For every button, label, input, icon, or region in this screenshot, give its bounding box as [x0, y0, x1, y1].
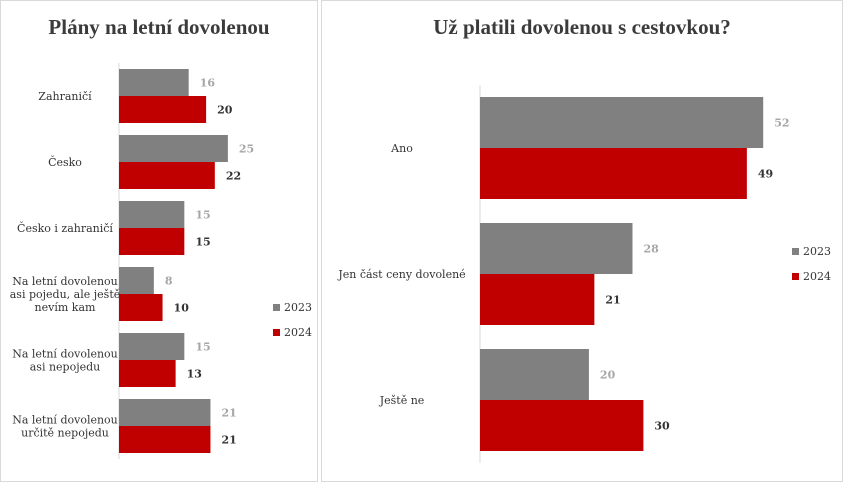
legend-label-2024: 2024 [284, 326, 312, 339]
legend-label-2023: 2023 [803, 245, 831, 258]
bar-2023 [480, 97, 764, 148]
data-label-2024: 30 [654, 420, 670, 433]
legend-swatch-2023 [273, 304, 280, 311]
legend-swatch-2024 [273, 329, 280, 336]
legend-swatch-2023 [792, 248, 799, 255]
chart-plany-svg: 16 20 Zahraničí 25 22 Česko 15 15 Česko i zahran… [10, 63, 312, 459]
data-label-2023: 16 [200, 77, 216, 90]
bar-2023 [119, 333, 185, 360]
bar-2023 [480, 349, 589, 400]
bar-2024 [119, 228, 185, 255]
bar-2024 [480, 274, 595, 325]
bar-2024 [119, 360, 176, 387]
chart-cestovka-svg: 52 49 Ano 28 21 Jen část ceny dovolené 20 30 Ješ… [337, 85, 831, 463]
bar-2024 [480, 400, 644, 451]
data-label-2023: 25 [239, 143, 254, 156]
bar-2023 [480, 223, 633, 274]
legend-swatch-2024 [792, 273, 799, 280]
data-label-2024: 21 [221, 434, 236, 447]
data-label-2023: 20 [600, 369, 616, 382]
bar-2024 [119, 426, 211, 453]
bar-2023 [119, 399, 211, 426]
chart-title: Plány na letní dovolenou [48, 15, 270, 39]
data-label-2023: 21 [221, 407, 236, 420]
bar-2023 [119, 69, 189, 96]
data-label-2023: 15 [195, 341, 210, 354]
category-label: Na letní dovolenou asi pojedu, ale ještě n… [10, 275, 121, 314]
category-label: Česko [48, 155, 82, 169]
category-label: Na letní dovolenou asi nepojedu [12, 348, 118, 374]
legend-label-2023: 2023 [284, 301, 312, 314]
data-label-2023: 15 [195, 209, 210, 222]
category-label: Ještě ne [379, 394, 425, 407]
data-label-2023: 8 [165, 275, 173, 288]
data-label-2024: 13 [187, 368, 202, 381]
data-label-2024: 15 [195, 236, 210, 249]
chart-panel-plany: Plány na letní dovolenou 16 20 Zahraničí 25… [0, 0, 318, 482]
data-label-2023: 52 [774, 117, 789, 130]
data-label-2023: 28 [643, 243, 659, 256]
category-label: Jen část ceny dovolené [337, 268, 465, 281]
category-label: Na letní dovolenou určitě nepojedu [12, 414, 118, 440]
bar-2023 [119, 135, 228, 162]
legend-label-2024: 2024 [803, 270, 831, 283]
data-label-2024: 21 [605, 294, 620, 307]
data-label-2024: 22 [226, 170, 241, 183]
data-label-2024: 20 [217, 104, 233, 117]
bar-2024 [119, 162, 215, 189]
data-label-2024: 49 [758, 168, 773, 181]
category-label: Ano [390, 142, 413, 155]
bar-2023 [119, 201, 185, 228]
chart-panel-cestovka: Už platili dovolenou s cestovkou? 52 49 An… [321, 0, 843, 482]
bar-2023 [119, 267, 154, 294]
bar-2024 [119, 294, 163, 321]
bar-2024 [119, 96, 207, 123]
category-label: Zahraničí [38, 90, 92, 103]
chart-title: Už platili dovolenou s cestovkou? [433, 15, 731, 39]
data-label-2024: 10 [174, 302, 190, 315]
bar-2024 [480, 148, 747, 199]
category-label: Česko i zahraničí [17, 221, 113, 235]
